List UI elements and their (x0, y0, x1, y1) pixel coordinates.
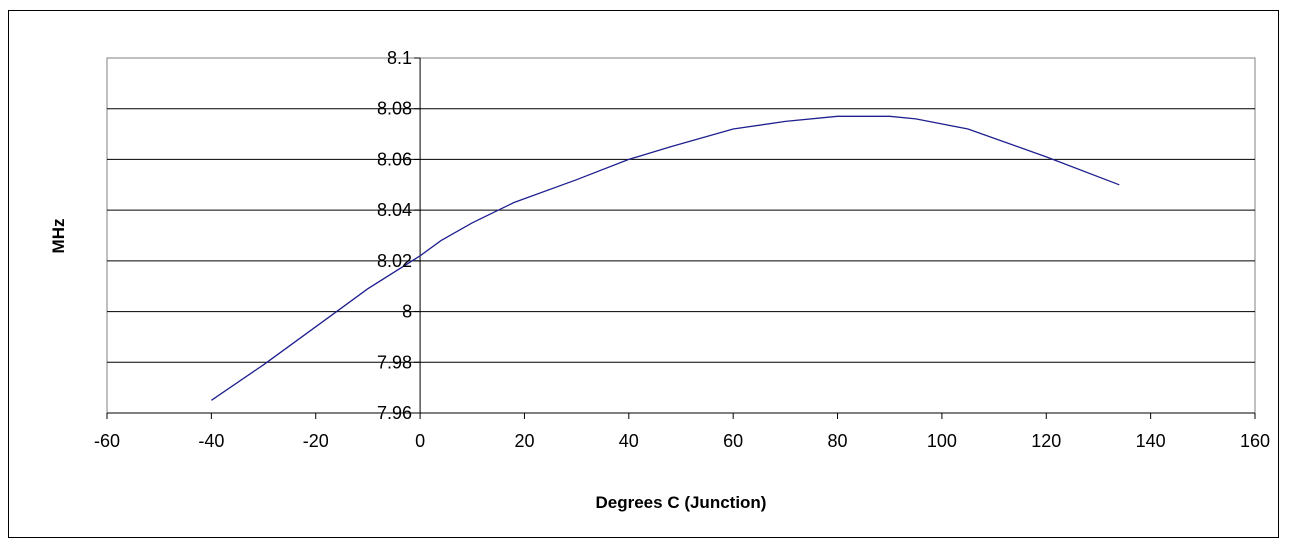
gridlines (107, 108, 1255, 363)
x-tick-label: 120 (1031, 431, 1061, 451)
chart-frame: 7.96 7.98 8 8.02 8.04 8.06 8.08 8.1 -60 -40 -20 0 2… (8, 10, 1279, 538)
y-tick-label: 7.98 (377, 352, 412, 372)
x-tick-label: 100 (927, 431, 957, 451)
x-tick-label: 80 (828, 431, 848, 451)
y-tick-label: 8.08 (377, 99, 412, 119)
x-tick-label: 140 (1136, 431, 1166, 451)
y-tick-label: 8.1 (387, 48, 412, 68)
x-tick-label: 60 (723, 431, 743, 451)
y-axis-title: MHz (49, 219, 68, 254)
y-axis (414, 57, 421, 414)
x-tick-label: 160 (1240, 431, 1270, 451)
x-tick-label: 40 (619, 431, 639, 451)
line-chart: 7.96 7.98 8 8.02 8.04 8.06 8.08 8.1 -60 -40 -20 0 2… (49, 48, 1270, 512)
x-tick-label: -40 (198, 431, 224, 451)
x-tick-label: 0 (415, 431, 425, 451)
x-tick-label: -60 (94, 431, 120, 451)
y-tick-labels: 7.96 7.98 8 8.02 8.04 8.06 8.08 8.1 (377, 48, 412, 423)
y-tick-label: 8.06 (377, 149, 412, 169)
x-axis (106, 412, 1256, 419)
x-tick-labels: -60 -40 -20 0 20 40 60 80 100 120 140 160 (94, 431, 1270, 451)
y-tick-label: 8.04 (377, 200, 412, 220)
plot-area-border (106, 57, 1256, 414)
series-layer (211, 115, 1120, 401)
y-tick-label: 7.96 (377, 403, 412, 423)
x-tick-label: -20 (303, 431, 329, 451)
x-axis-title: Degrees C (Junction) (596, 493, 767, 512)
series-line (211, 115, 1120, 401)
x-tick-label: 20 (514, 431, 534, 451)
y-tick-label: 8 (402, 302, 412, 322)
y-tick-label: 8.02 (377, 251, 412, 271)
